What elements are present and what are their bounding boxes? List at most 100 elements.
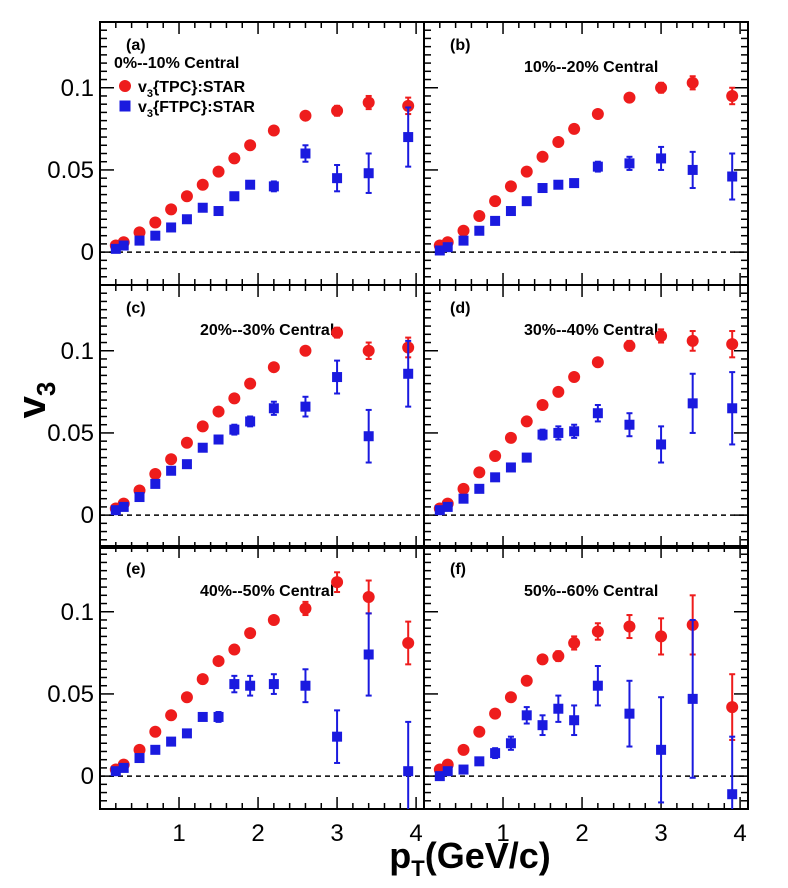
tpc-point <box>457 224 470 237</box>
tpc-point <box>686 76 699 89</box>
tpc-point <box>726 338 739 351</box>
ftpc-point <box>134 235 145 246</box>
tpc-point <box>331 326 344 339</box>
tpc-point <box>686 334 699 347</box>
ftpc-point <box>727 403 738 414</box>
ftpc-point <box>181 459 192 470</box>
tpc-point <box>165 453 178 466</box>
y-tick-label: 0.1 <box>61 338 94 365</box>
tpc-point <box>552 650 565 663</box>
ftpc-point <box>213 434 224 445</box>
panel-a: 0 0.05 0.1 (a)0%--10% Central v3{TPC}:STARv3… <box>47 21 425 286</box>
tpc-point <box>726 89 739 102</box>
ftpc-point <box>166 465 177 476</box>
ftpc-point <box>624 158 635 169</box>
tpc-point <box>267 124 280 137</box>
panel-e: 0 0.05 0.1 1 2 3 4 (e) 40%--50% Central <box>47 545 425 847</box>
ftpc-point <box>592 680 603 691</box>
tpc-point <box>212 655 225 668</box>
ftpc-point <box>474 483 485 494</box>
ftpc-point <box>134 753 145 764</box>
tpc-point <box>623 91 636 104</box>
ftpc-point <box>197 442 208 453</box>
ftpc-point <box>656 439 667 450</box>
ftpc-point <box>656 744 667 755</box>
ftpc-point <box>442 242 453 253</box>
ftpc-point <box>434 505 445 516</box>
ftpc-point <box>624 708 635 719</box>
tpc-point <box>133 743 146 756</box>
ftpc-point <box>268 181 279 192</box>
x-axis-label-sub: T <box>411 856 425 881</box>
ftpc-point <box>521 710 532 721</box>
tpc-point <box>180 436 193 449</box>
x-axis-label-unit: (GeV/c) <box>425 835 551 876</box>
tpc-point <box>362 590 375 603</box>
tpc-point <box>331 104 344 117</box>
ftpc-point <box>403 368 414 379</box>
tpc-point <box>655 630 668 643</box>
panel-letter: (d) <box>450 300 470 317</box>
ftpc-point <box>245 680 256 691</box>
x-tick-label: 3 <box>654 820 667 847</box>
tpc-point <box>299 602 312 615</box>
ftpc-point <box>150 478 161 489</box>
panel-title: 10%--20% Central <box>524 59 658 76</box>
tpc-point <box>196 673 209 686</box>
x-tick-label: 1 <box>172 820 185 847</box>
data-layer <box>433 594 739 809</box>
ftpc-point <box>458 493 469 504</box>
ftpc-point <box>434 771 445 782</box>
x-tick-label: 1 <box>496 820 509 847</box>
ftpc-point <box>229 679 240 690</box>
ftpc-point <box>687 693 698 704</box>
tpc-point <box>568 371 581 384</box>
ftpc-point <box>150 744 161 755</box>
panel-letter: (f) <box>450 561 466 578</box>
ftpc-point <box>442 501 453 512</box>
panel-letter: (a) <box>126 37 146 54</box>
ftpc-point <box>118 240 129 251</box>
ftpc-point <box>521 196 532 207</box>
tpc-point <box>504 180 517 193</box>
ftpc-point <box>458 235 469 246</box>
ftpc-point <box>505 206 516 217</box>
ftpc-point <box>110 243 121 254</box>
x-axis-label: pT(GeV/c) <box>389 835 551 881</box>
ftpc-point <box>624 419 635 430</box>
tpc-point <box>228 643 241 656</box>
y-axis-label-sub: 3 <box>31 382 61 396</box>
tpc-point <box>362 96 375 109</box>
tpc-point <box>473 466 486 479</box>
tpc-point <box>149 216 162 229</box>
tpc-point <box>244 377 257 390</box>
ftpc-point <box>245 179 256 190</box>
x-tick-label: 4 <box>733 820 746 847</box>
ftpc-point <box>300 401 311 412</box>
ftpc-point <box>537 429 548 440</box>
ftpc-point <box>656 153 667 164</box>
panels-layer: 0 0.05 0.1 (a)0%--10% Central v3{TPC}:STARv3… <box>47 21 749 847</box>
tpc-point <box>402 636 415 649</box>
ftpc-point <box>687 398 698 409</box>
ftpc-point <box>166 736 177 747</box>
ftpc-point <box>569 178 580 189</box>
tpc-point <box>489 195 502 208</box>
ftpc-point <box>118 501 129 512</box>
tpc-point <box>504 691 517 704</box>
ftpc-point <box>403 766 414 777</box>
ftpc-point <box>474 756 485 767</box>
ftpc-point <box>490 748 501 759</box>
tpc-point <box>267 361 280 374</box>
panel-b: (b) 10%--20% Central <box>423 21 749 286</box>
ftpc-point <box>727 171 738 182</box>
ftpc-point <box>197 711 208 722</box>
ftpc-point <box>363 168 374 179</box>
ftpc-point <box>537 720 548 731</box>
ftpc-point <box>490 215 501 226</box>
tpc-point <box>591 625 604 638</box>
tpc-point <box>473 725 486 738</box>
tpc-point <box>520 415 533 428</box>
panel-title: 40%--50% Central <box>200 583 334 600</box>
tpc-point <box>536 150 549 163</box>
